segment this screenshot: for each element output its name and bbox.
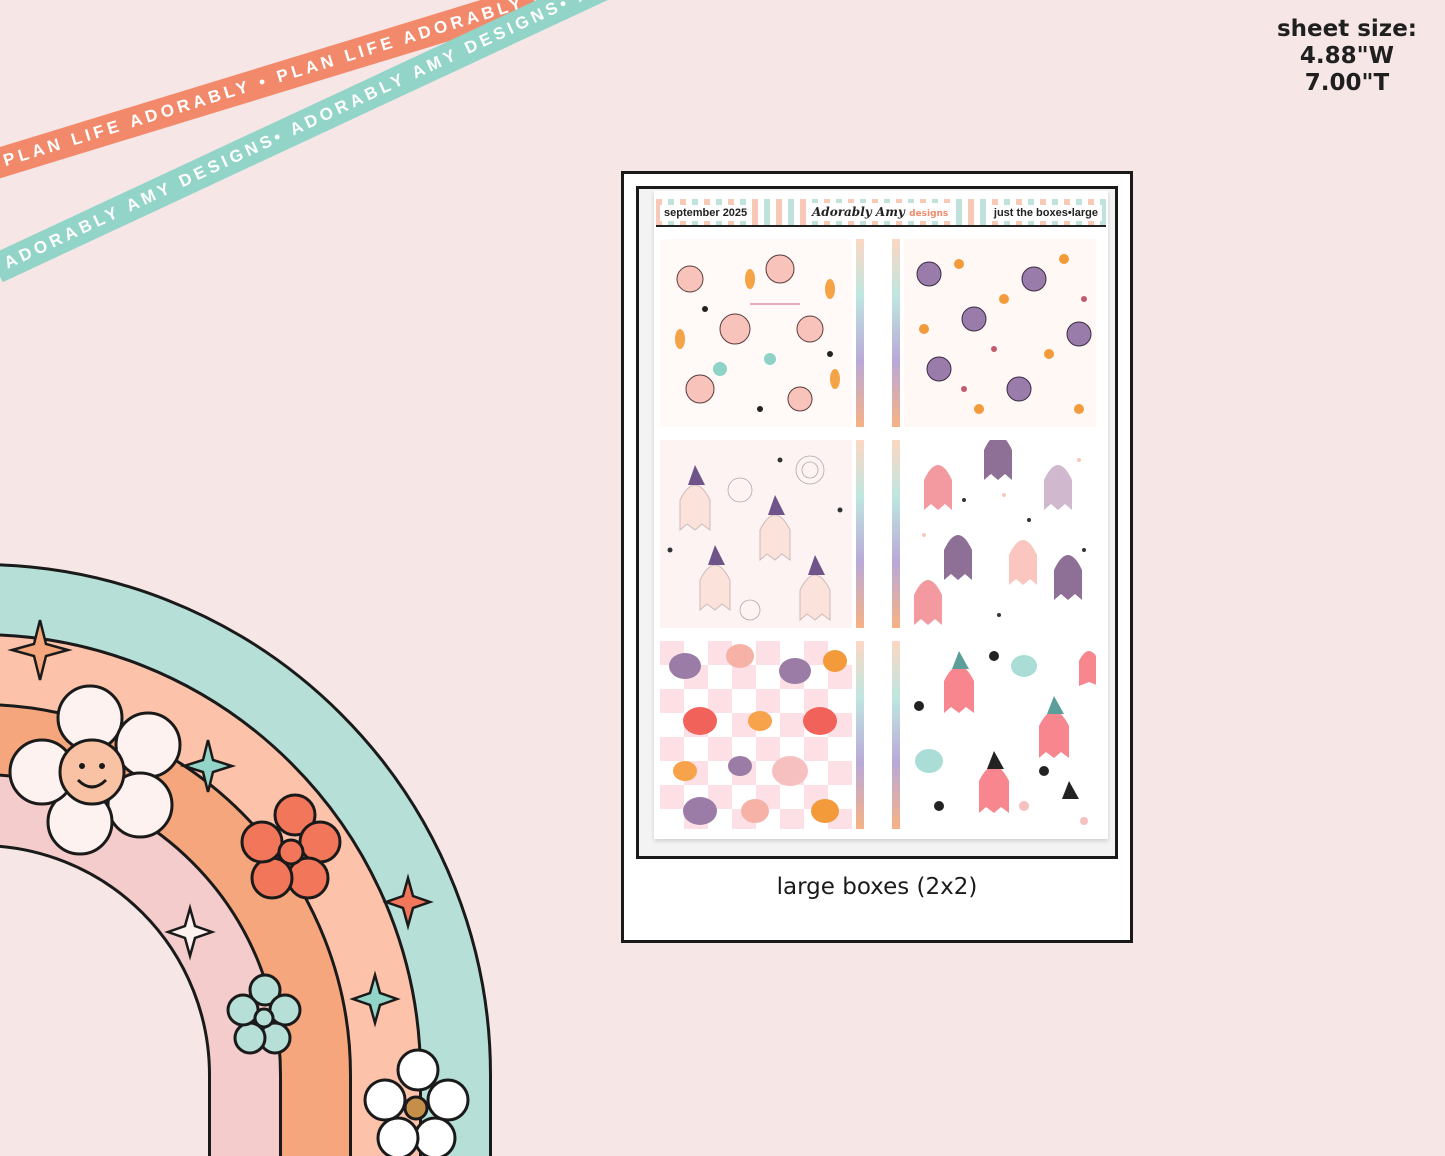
sticker-sheet: september 2025 Adorably Amy designs just…: [654, 191, 1108, 839]
halloween-characters-pattern: [660, 239, 852, 427]
ghost-witch-spiderweb-pattern: [660, 440, 852, 628]
sticker-box-4: [904, 440, 1096, 628]
sparkle-icon: [164, 903, 216, 961]
sticker-strip-3: [856, 440, 864, 628]
daisy-flower-icon: [363, 1048, 470, 1156]
brand-logo-sub: designs: [909, 209, 949, 219]
sheet-month-label: september 2025: [660, 205, 752, 221]
polaroid-frame: september 2025 Adorably Amy designs just…: [621, 171, 1133, 943]
sheet-kit-label: just the boxes•large: [989, 205, 1102, 221]
sheet-preview-photo: september 2025 Adorably Amy designs just…: [636, 186, 1118, 859]
sparkle-icon: [7, 619, 73, 681]
pumpkin-witch-pattern: [904, 239, 1096, 427]
sticker-box-3: [660, 440, 852, 628]
pastel-ghosts-pattern: [904, 440, 1096, 628]
sheet-size-info: sheet size: 4.88"W 7.00"T: [1277, 16, 1417, 97]
sheet-size-label: sheet size:: [1276, 16, 1417, 42]
sticker-box-1: [660, 239, 852, 427]
brand-logo: Adorably Amy designs: [806, 203, 955, 221]
sheet-width: 4.88"W: [1299, 43, 1395, 69]
sticker-strip-6: [892, 641, 900, 829]
boo-ghosts-pattern: [904, 641, 1096, 829]
sticker-box-2: [904, 239, 1096, 427]
sticker-box-5: [660, 641, 852, 829]
sheet-header: september 2025 Adorably Amy designs just…: [656, 199, 1106, 227]
kit-caption: large boxes (2x2): [776, 874, 978, 900]
sticker-strip-4: [892, 440, 900, 628]
sparkle-icon: [382, 873, 434, 931]
decorative-rainbow: [0, 563, 492, 1156]
brand-logo-main: Adorably Amy: [812, 205, 905, 219]
sparkle-icon: [349, 970, 401, 1028]
sticker-strip-5: [856, 641, 864, 829]
sticker-strip-2: [892, 239, 900, 427]
mint-flower-icon: [226, 973, 302, 1055]
sparkle-icon: [179, 739, 237, 793]
smiley-flower-icon: [8, 684, 182, 856]
sticker-strip-1: [856, 239, 864, 427]
checkered-pumpkins-pattern: [660, 641, 852, 829]
sticker-box-6: [904, 641, 1096, 829]
sheet-height: 7.00"T: [1304, 70, 1390, 96]
coral-flower-icon: [240, 793, 342, 900]
